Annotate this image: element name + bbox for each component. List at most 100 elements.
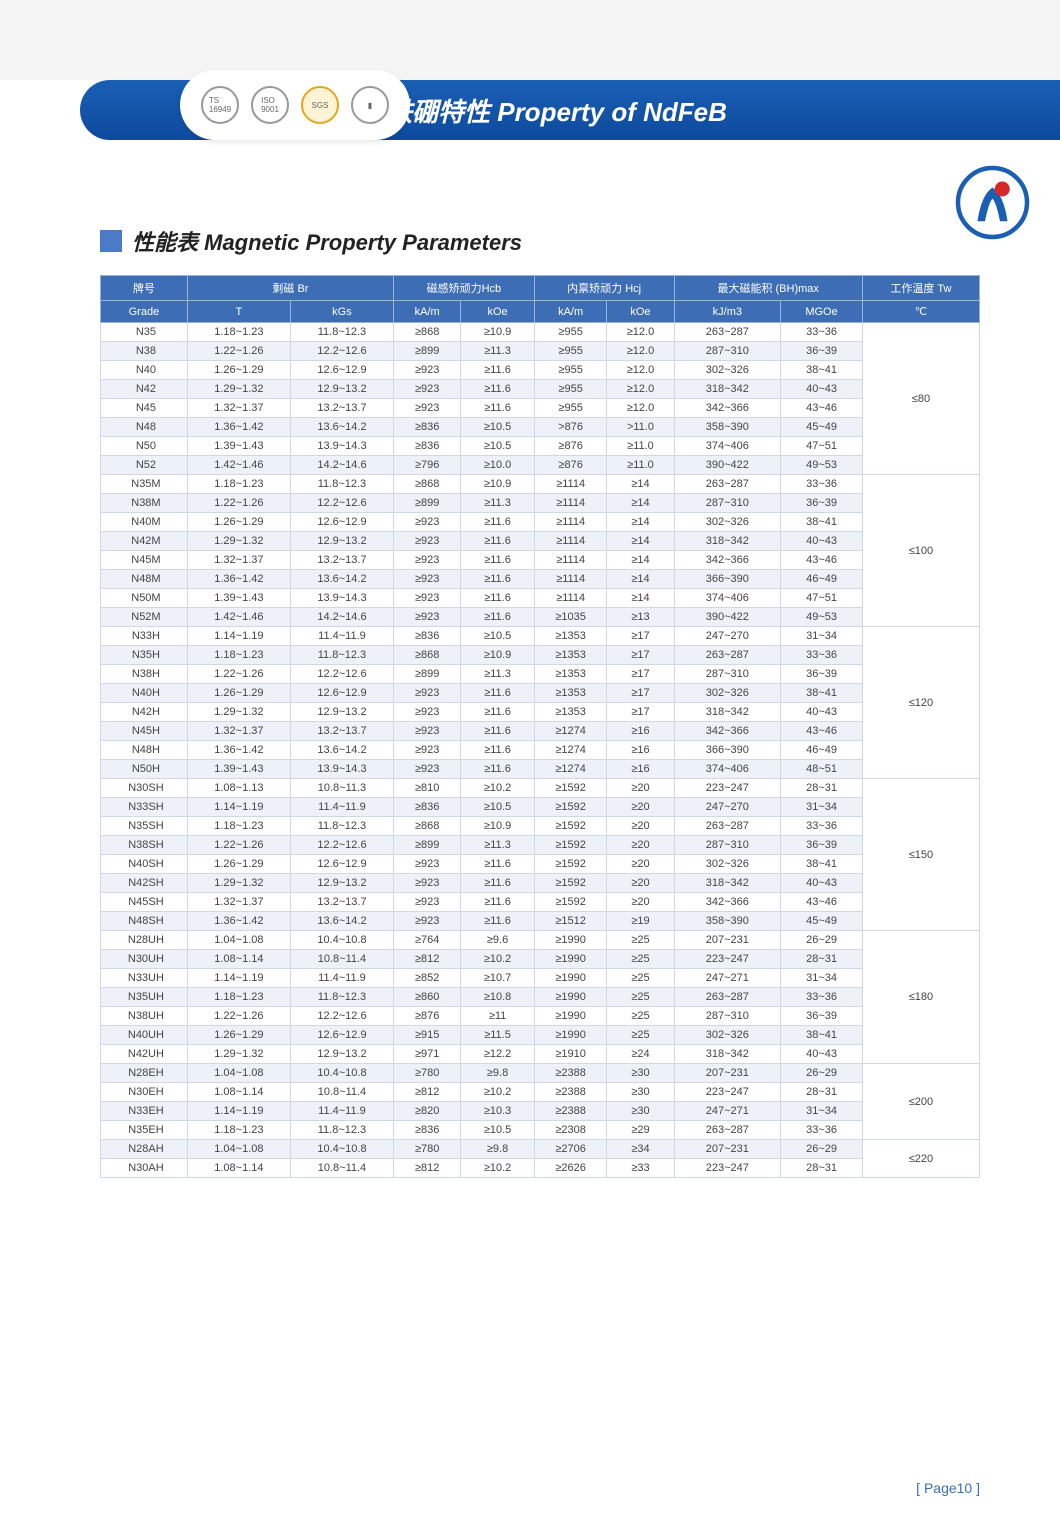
temp-cell: ≤180 (862, 931, 979, 1064)
data-cell: 31~34 (781, 798, 863, 817)
data-cell: 13.2~13.7 (290, 551, 393, 570)
data-cell: 374~406 (674, 589, 781, 608)
data-cell: 1.14~1.19 (187, 969, 290, 988)
data-cell: ≥923 (394, 399, 461, 418)
data-cell: 10.8~11.3 (290, 779, 393, 798)
data-cell: ≥1114 (534, 494, 607, 513)
data-cell: 247~271 (674, 1102, 781, 1121)
grade-cell: N50M (101, 589, 188, 608)
data-cell: 390~422 (674, 456, 781, 475)
data-cell: 1.08~1.14 (187, 950, 290, 969)
data-cell: 1.29~1.32 (187, 874, 290, 893)
data-cell: ≥971 (394, 1045, 461, 1064)
data-cell: ≥923 (394, 361, 461, 380)
data-cell: 1.29~1.32 (187, 380, 290, 399)
data-cell: ≥9.6 (461, 931, 535, 950)
grade-cell: N48 (101, 418, 188, 437)
data-cell: 1.18~1.23 (187, 475, 290, 494)
th-grade-en: Grade (101, 301, 188, 323)
data-cell: 1.18~1.23 (187, 323, 290, 342)
data-cell: ≥17 (607, 627, 674, 646)
data-cell: 1.22~1.26 (187, 1007, 290, 1026)
data-cell: ≥1114 (534, 589, 607, 608)
data-cell: ≥20 (607, 855, 674, 874)
grade-cell: N48SH (101, 912, 188, 931)
th-hcb: 磁感矫顽力Hcb (394, 276, 535, 301)
data-cell: ≥2706 (534, 1140, 607, 1159)
grade-cell: N52M (101, 608, 188, 627)
data-cell: ≥33 (607, 1159, 674, 1178)
data-cell: 12.6~12.9 (290, 855, 393, 874)
data-cell: ≥1274 (534, 760, 607, 779)
grade-cell: N35EH (101, 1121, 188, 1140)
data-cell: ≥12.0 (607, 342, 674, 361)
data-cell: 1.14~1.19 (187, 798, 290, 817)
grade-cell: N28UH (101, 931, 188, 950)
data-cell: ≥30 (607, 1102, 674, 1121)
data-cell: ≥955 (534, 323, 607, 342)
th-br-t: T (187, 301, 290, 323)
data-cell: ≥923 (394, 380, 461, 399)
data-cell: ≥836 (394, 798, 461, 817)
data-cell: 1.04~1.08 (187, 1140, 290, 1159)
data-cell: 46~49 (781, 741, 863, 760)
data-cell: ≥10.9 (461, 475, 535, 494)
data-cell: 263~287 (674, 323, 781, 342)
data-cell: 1.14~1.19 (187, 627, 290, 646)
data-cell: ≥14 (607, 532, 674, 551)
data-cell: ≥764 (394, 931, 461, 950)
table-row: N30AH1.08~1.1410.8~11.4≥812≥10.2≥2626≥33… (101, 1159, 980, 1178)
data-cell: 36~39 (781, 1007, 863, 1026)
data-cell: 1.39~1.43 (187, 589, 290, 608)
data-cell: ≥923 (394, 608, 461, 627)
data-cell: 1.36~1.42 (187, 570, 290, 589)
data-cell: ≥11.6 (461, 684, 535, 703)
data-cell: ≥11.6 (461, 855, 535, 874)
data-cell: ≥836 (394, 1121, 461, 1140)
data-cell: ≥20 (607, 779, 674, 798)
data-cell: ≥836 (394, 627, 461, 646)
data-cell: 10.8~11.4 (290, 1083, 393, 1102)
data-cell: ≥14 (607, 475, 674, 494)
data-cell: 13.6~14.2 (290, 418, 393, 437)
data-cell: 10.8~11.4 (290, 950, 393, 969)
data-cell: ≥899 (394, 836, 461, 855)
table-row: N30UH1.08~1.1410.8~11.4≥812≥10.2≥1990≥25… (101, 950, 980, 969)
data-cell: ≥10.7 (461, 969, 535, 988)
content-area: 性能表 Magnetic Property Parameters 牌号 剩磁 B… (0, 175, 1060, 1178)
data-cell: ≥16 (607, 722, 674, 741)
data-cell: ≥10.9 (461, 817, 535, 836)
table-row: N33EH1.14~1.1911.4~11.9≥820≥10.3≥2388≥30… (101, 1102, 980, 1121)
data-cell: 13.6~14.2 (290, 570, 393, 589)
grade-cell: N35SH (101, 817, 188, 836)
data-cell: ≥1990 (534, 969, 607, 988)
page-number: [ Page10 ] (916, 1480, 980, 1496)
data-cell: ≥11.6 (461, 741, 535, 760)
table-row: N381.22~1.2612.2~12.6≥899≥11.3≥955≥12.02… (101, 342, 980, 361)
data-cell: 13.6~14.2 (290, 912, 393, 931)
th-hcj-kam: kA/m (534, 301, 607, 323)
data-cell: ≥25 (607, 931, 674, 950)
data-cell: 33~36 (781, 646, 863, 665)
grade-cell: N40M (101, 513, 188, 532)
data-cell: 12.2~12.6 (290, 1007, 393, 1026)
table-row: N40SH1.26~1.2912.6~12.9≥923≥11.6≥1592≥20… (101, 855, 980, 874)
data-cell: 302~326 (674, 361, 781, 380)
data-cell: ≥14 (607, 494, 674, 513)
data-cell: 11.4~11.9 (290, 969, 393, 988)
data-cell: ≥17 (607, 665, 674, 684)
table-row: N35M1.18~1.2311.8~12.3≥868≥10.9≥1114≥142… (101, 475, 980, 494)
data-cell: 11.4~11.9 (290, 798, 393, 817)
data-cell: ≥10.5 (461, 627, 535, 646)
data-cell: 10.4~10.8 (290, 1064, 393, 1083)
table-row: N521.42~1.4614.2~14.6≥796≥10.0≥876≥11.03… (101, 456, 980, 475)
table-row: N451.32~1.3713.2~13.7≥923≥11.6≥955≥12.03… (101, 399, 980, 418)
table-row: N40H1.26~1.2912.6~12.9≥923≥11.6≥1353≥173… (101, 684, 980, 703)
data-cell: ≥10.0 (461, 456, 535, 475)
grade-cell: N35UH (101, 988, 188, 1007)
data-cell: 1.29~1.32 (187, 703, 290, 722)
table-row: N481.36~1.4213.6~14.2≥836≥10.5>876>11.03… (101, 418, 980, 437)
data-cell: 374~406 (674, 437, 781, 456)
data-cell: ≥1353 (534, 703, 607, 722)
table-row: N28EH1.04~1.0810.4~10.8≥780≥9.8≥2388≥302… (101, 1064, 980, 1083)
